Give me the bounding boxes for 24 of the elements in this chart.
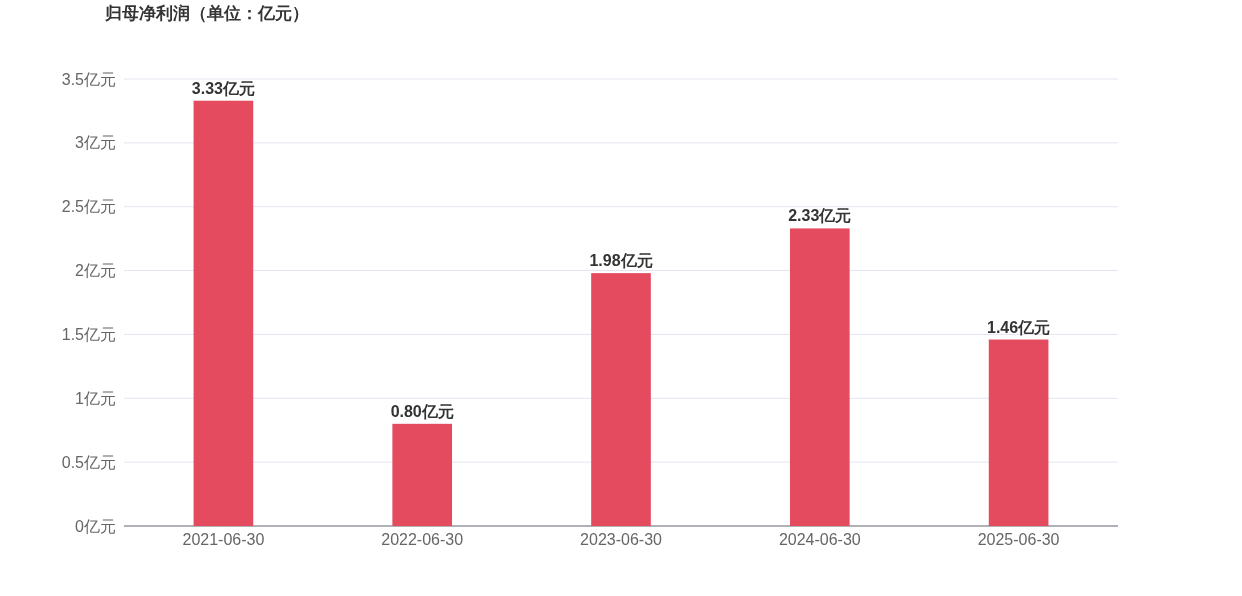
y-tick-label: 2亿元	[75, 262, 116, 280]
y-tick-label: 3.5亿元	[61, 70, 116, 88]
data-label: 2.33亿元	[788, 207, 852, 225]
data-label: 1.98亿元	[589, 252, 653, 270]
x-tick-label: 2022-06-30	[381, 531, 464, 549]
x-tick-label: 2024-06-30	[778, 531, 861, 549]
y-tick-label: 3亿元	[75, 134, 116, 152]
bar	[988, 339, 1049, 526]
bar	[591, 273, 651, 526]
y-tick-label: 1亿元	[75, 389, 116, 407]
x-tick-label: 2025-06-30	[977, 531, 1060, 549]
bar	[789, 228, 850, 526]
x-tick-label: 2021-06-30	[182, 531, 265, 549]
x-tick-label: 2023-06-30	[580, 531, 663, 549]
data-label: 1.46亿元	[987, 318, 1051, 336]
bar	[392, 423, 453, 526]
y-tick-label: 1.5亿元	[61, 326, 116, 344]
y-tick-label: 0亿元	[75, 517, 116, 535]
y-tick-label: 2.5亿元	[61, 198, 116, 216]
y-tick-label: 0.5亿元	[61, 453, 116, 471]
chart-title: 归母净利润（单位：亿元）	[104, 4, 309, 23]
bar	[193, 100, 254, 526]
data-label: 0.80亿元	[390, 402, 454, 420]
data-label: 3.33亿元	[191, 79, 255, 97]
